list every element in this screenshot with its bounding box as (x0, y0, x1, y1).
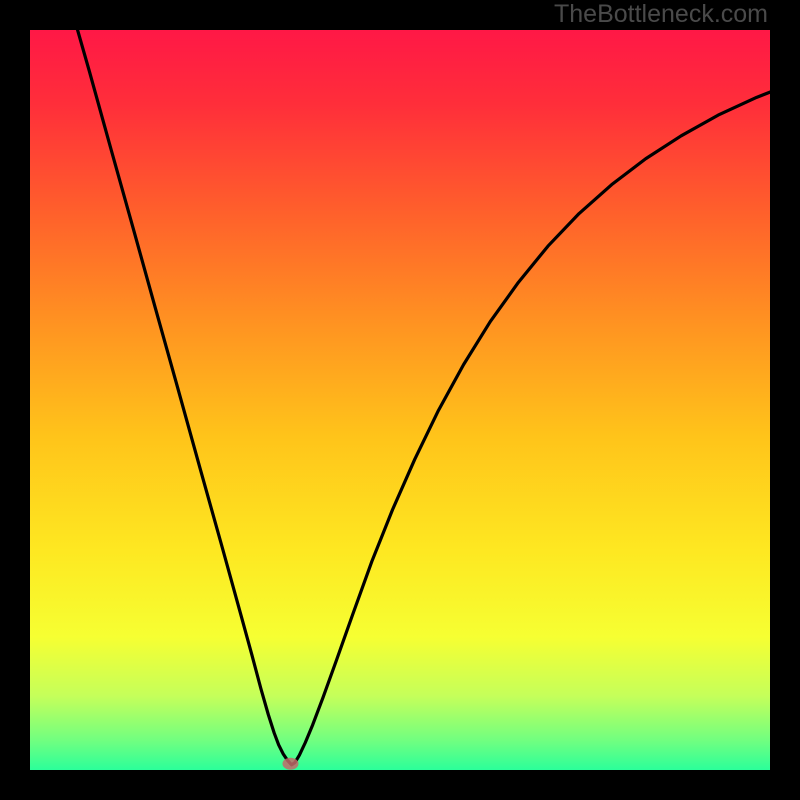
bottleneck-curve (67, 30, 770, 765)
plot-area (30, 30, 770, 770)
curve-overlay (30, 30, 770, 770)
watermark-label: TheBottleneck.com (554, 0, 768, 29)
optimal-point-marker (282, 758, 298, 770)
chart-root: TheBottleneck.com (0, 0, 800, 800)
